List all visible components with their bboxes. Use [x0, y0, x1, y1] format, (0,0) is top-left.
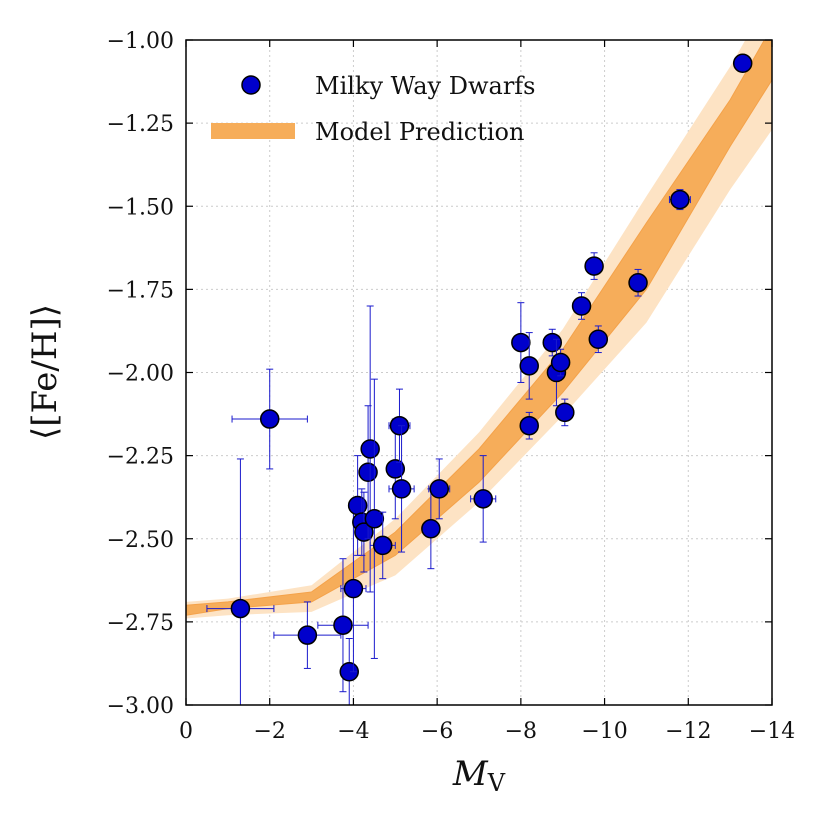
data-point-marker-9 [358, 462, 378, 482]
data-point-marker-21 [519, 415, 539, 436]
x-tick-label-5: −10 [581, 719, 627, 744]
data-point-marker-24 [550, 352, 571, 373]
data-point-marker-27 [584, 256, 604, 276]
data-point-marker-28 [588, 329, 609, 349]
data-point-marker-20 [519, 356, 539, 376]
x-tick-label-7: −14 [749, 719, 795, 744]
y-tick-label-6: −2.50 [107, 528, 174, 553]
x-tick-label-2: −4 [337, 719, 369, 744]
x-axis-label-sub: V [487, 769, 506, 797]
data-point-marker-13 [385, 459, 406, 479]
data-point-27 [584, 252, 604, 280]
x-tick-label-1: −2 [253, 719, 285, 744]
data-point-marker-19 [511, 332, 531, 353]
data-point-marker-29 [628, 272, 648, 293]
data-point-12 [369, 511, 396, 580]
model-band-edge-lower [186, 79, 772, 616]
model-band-outer [186, 40, 772, 619]
y-tick-label-0: −1.00 [107, 29, 174, 54]
data-point-21 [519, 411, 539, 440]
x-axis-label: MV [452, 754, 506, 797]
data-point-marker-5 [343, 578, 364, 599]
model-band-edge-upper [186, 40, 765, 606]
y-tick-label-8: −3.00 [107, 694, 174, 719]
data-point-marker-15 [391, 479, 412, 499]
x-tick-label-4: −8 [505, 719, 537, 744]
data-point-28 [588, 325, 609, 354]
x-tick-label-6: −12 [665, 719, 711, 744]
data-points [206, 53, 753, 705]
data-point-26 [571, 292, 592, 320]
data-point-17 [428, 458, 451, 520]
data-point-marker-30 [670, 189, 690, 210]
x-axis-label-main: M [452, 754, 489, 794]
data-point-13 [385, 418, 406, 520]
axis-ticks: 0 −2 −4 −6 −8 −10 −12 −14 −1.00 −1.25 −1.50 −1.75 −2… [107, 29, 796, 744]
data-point-marker-26 [571, 296, 592, 316]
data-point-marker-10 [360, 439, 380, 459]
x-tick-label-3: −6 [421, 719, 453, 744]
data-point-30 [668, 189, 691, 211]
x-tick-label-0: 0 [179, 719, 193, 744]
data-point-marker-3 [333, 615, 353, 635]
y-tick-label-5: −2.25 [107, 445, 174, 470]
legend-band-icon [211, 123, 295, 139]
y-tick-label-1: −1.25 [107, 112, 174, 137]
y-tick-label-3: −1.75 [107, 278, 174, 303]
data-point-marker-2 [297, 625, 318, 645]
legend: Milky Way Dwarfs Model Prediction [211, 72, 536, 146]
data-point-15 [388, 425, 415, 553]
data-point-marker-16 [421, 519, 441, 539]
data-point-marker-11 [364, 509, 385, 529]
model-band-inner [186, 40, 772, 616]
data-point-0 [206, 458, 275, 705]
data-point-marker-0 [230, 598, 251, 619]
data-point-29 [628, 268, 648, 297]
model-band-layer [186, 40, 772, 619]
y-tick-label-7: −2.75 [107, 611, 174, 636]
data-point-marker-12 [372, 535, 393, 556]
data-point-1 [231, 368, 308, 470]
legend-label-dwarfs: Milky Way Dwarfs [315, 72, 536, 100]
data-point-31 [732, 53, 753, 74]
data-point-16 [421, 488, 441, 570]
data-point-marker-18 [473, 489, 493, 509]
y-tick-label-2: −1.50 [107, 195, 174, 220]
y-tick-label-4: −2.00 [107, 362, 174, 387]
data-point-marker-25 [555, 402, 575, 423]
data-point-marker-1 [259, 409, 280, 429]
y-axis-label: ⟨[Fe/H]⟩ [25, 304, 65, 440]
data-point-24 [550, 348, 571, 377]
legend-marker-icon [241, 75, 261, 95]
data-point-25 [555, 398, 575, 427]
data-point-20 [519, 332, 539, 400]
data-point-5 [340, 505, 367, 673]
data-point-18 [470, 455, 497, 543]
data-point-marker-31 [732, 53, 753, 74]
data-point-marker-17 [429, 479, 449, 499]
legend-label-model: Model Prediction [315, 118, 524, 146]
